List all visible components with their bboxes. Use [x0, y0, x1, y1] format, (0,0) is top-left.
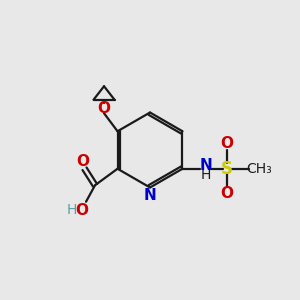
Text: H: H: [66, 203, 77, 217]
Text: H: H: [200, 168, 211, 182]
Text: S: S: [220, 160, 232, 178]
Text: O: O: [220, 136, 233, 151]
Text: CH₃: CH₃: [246, 162, 272, 176]
Text: O: O: [76, 154, 89, 169]
Text: O: O: [220, 187, 233, 202]
Text: N: N: [199, 158, 212, 173]
Text: N: N: [144, 188, 156, 203]
Text: O: O: [75, 203, 88, 218]
Text: O: O: [98, 101, 110, 116]
